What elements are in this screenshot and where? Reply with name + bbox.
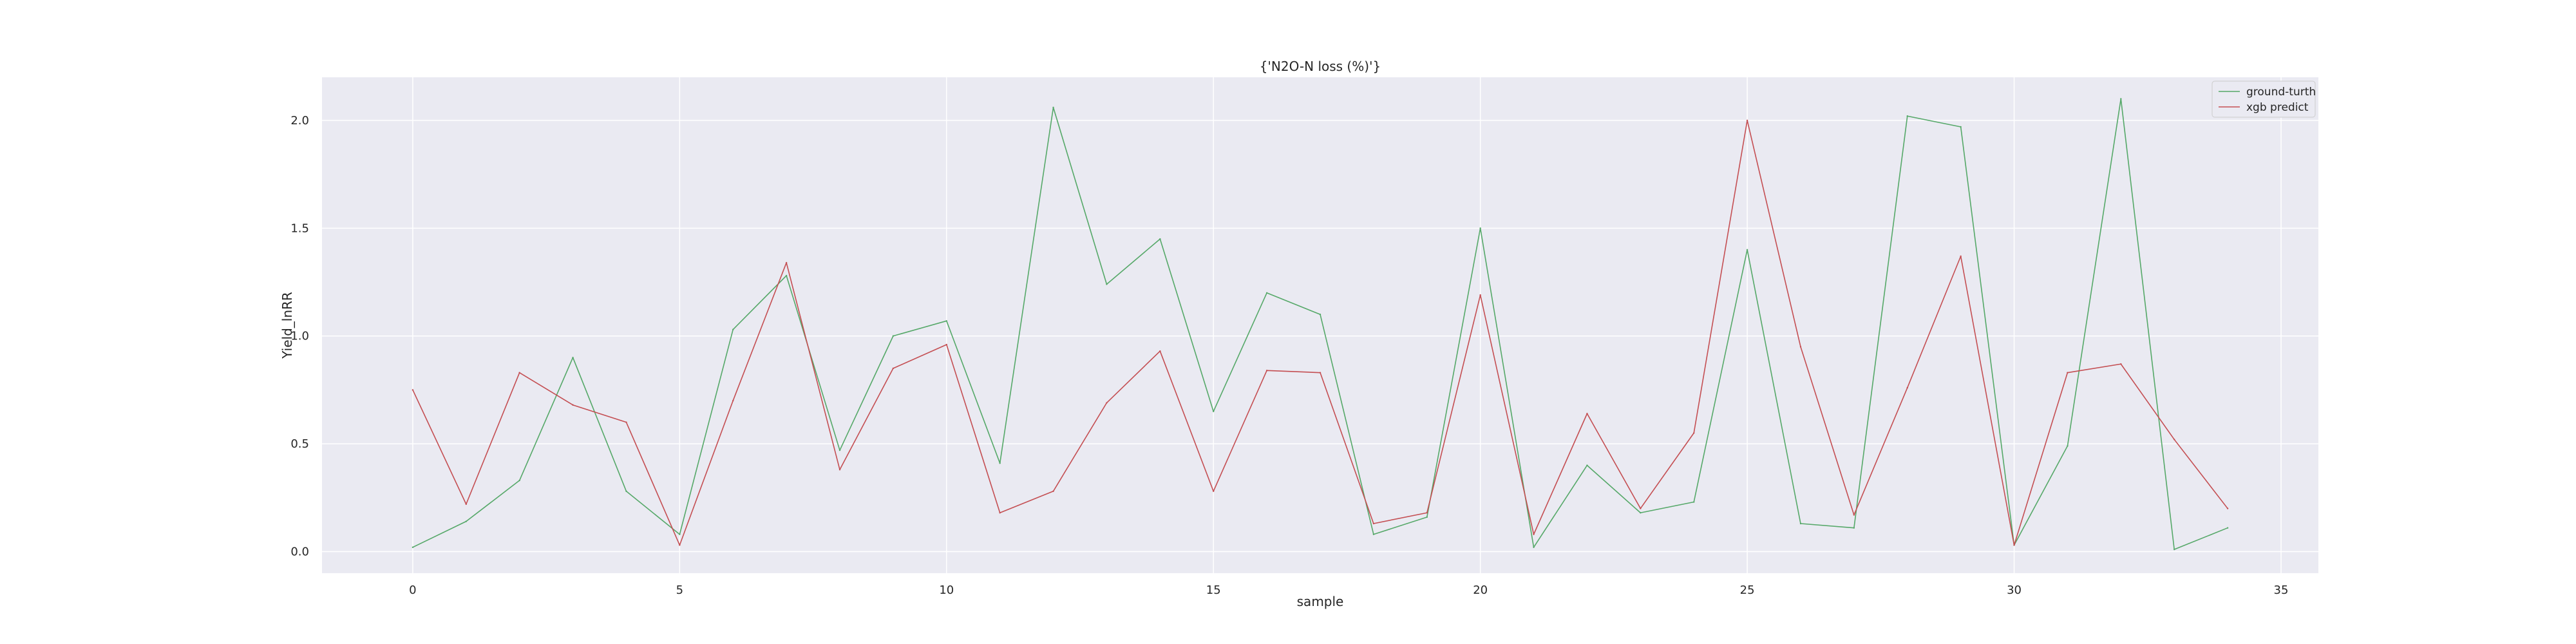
x-tick-label: 15	[1206, 583, 1221, 597]
data-point-ground-turth	[1960, 126, 1962, 128]
data-point-xgb-predict	[2067, 372, 2069, 374]
data-point-xgb-predict	[2013, 544, 2015, 546]
data-point-ground-turth	[732, 328, 734, 330]
y-tick-label: 2.0	[290, 114, 309, 128]
legend: ground-turth xgb predict	[2211, 80, 2316, 118]
y-tick-label: 0.5	[290, 437, 309, 451]
data-point-xgb-predict	[945, 343, 947, 346]
y-axis-label: Yield_lnRR	[279, 292, 295, 359]
data-point-ground-turth	[838, 449, 841, 451]
data-point-ground-turth	[2174, 548, 2175, 551]
data-point-ground-turth	[412, 546, 414, 549]
data-point-ground-turth	[1640, 512, 1642, 514]
data-point-xgb-predict	[1052, 490, 1054, 492]
legend-label-ground-turth: ground-turth	[2246, 86, 2316, 99]
data-point-xgb-predict	[838, 469, 841, 471]
x-tick-labels: 0 5 10 15 20 25 30 35	[409, 583, 2288, 597]
y-tick-label: 1.5	[290, 222, 309, 235]
data-point-ground-turth	[1586, 464, 1588, 466]
data-point-xgb-predict	[1265, 370, 1268, 372]
data-point-xgb-predict	[518, 372, 520, 374]
x-axis-label: sample	[1297, 594, 1344, 609]
data-point-ground-turth	[1426, 516, 1428, 518]
legend-label-xgb-predict: xgb predict	[2246, 101, 2309, 114]
data-point-ground-turth	[1319, 314, 1321, 316]
data-point-xgb-predict	[1586, 413, 1588, 415]
data-point-xgb-predict	[465, 503, 467, 506]
data-point-ground-turth	[1693, 501, 1695, 503]
data-point-ground-turth	[465, 520, 467, 522]
data-point-ground-turth	[1106, 283, 1108, 285]
x-tick-label: 10	[939, 583, 954, 597]
data-point-xgb-predict	[892, 367, 895, 370]
data-point-ground-turth	[679, 533, 681, 535]
data-point-xgb-predict	[412, 389, 414, 391]
data-point-ground-turth	[892, 335, 895, 337]
data-point-ground-turth	[1052, 106, 1054, 109]
data-point-xgb-predict	[1960, 255, 1962, 258]
data-point-xgb-predict	[1799, 346, 1802, 348]
series-lines	[412, 98, 2229, 551]
data-point-xgb-predict	[1693, 432, 1695, 434]
data-point-ground-turth	[945, 320, 947, 322]
data-point-xgb-predict	[1906, 386, 1908, 389]
data-point-ground-turth	[1159, 238, 1161, 240]
data-point-xgb-predict	[785, 261, 788, 264]
data-point-xgb-predict	[999, 512, 1001, 514]
x-tick-label: 0	[409, 583, 416, 597]
y-tick-label: 0.0	[290, 545, 309, 559]
data-point-xgb-predict	[2226, 507, 2229, 509]
x-tick-label: 35	[2274, 583, 2289, 597]
data-point-xgb-predict	[1106, 402, 1108, 404]
data-point-xgb-predict	[2174, 439, 2175, 440]
data-point-ground-turth	[1533, 546, 1535, 549]
data-point-ground-turth	[2226, 527, 2229, 529]
data-point-xgb-predict	[1640, 507, 1642, 509]
data-point-ground-turth	[1853, 527, 1855, 529]
data-point-ground-turth	[1265, 292, 1268, 294]
data-point-ground-turth	[1799, 522, 1802, 525]
data-point-xgb-predict	[732, 399, 734, 402]
data-point-xgb-predict	[572, 404, 574, 406]
x-tick-label: 25	[1740, 583, 1755, 597]
data-point-xgb-predict	[1533, 533, 1535, 535]
x-tick-label: 5	[676, 583, 683, 597]
x-tick-label: 30	[2007, 583, 2022, 597]
data-point-ground-turth	[1746, 249, 1748, 251]
legend-box	[2211, 80, 2316, 118]
grid	[322, 77, 2318, 573]
data-point-xgb-predict	[1213, 490, 1215, 492]
data-point-xgb-predict	[1479, 294, 1481, 296]
plot-background	[322, 77, 2318, 573]
x-tick-label: 20	[1473, 583, 1488, 597]
data-point-xgb-predict	[1853, 514, 1855, 516]
data-point-xgb-predict	[1372, 522, 1375, 525]
data-point-xgb-predict	[679, 544, 681, 546]
y-tick-labels: 0.0 0.5 1.0 1.5 2.0	[290, 114, 309, 559]
data-point-ground-turth	[1906, 115, 1908, 117]
data-point-ground-turth	[1372, 533, 1375, 535]
data-point-ground-turth	[1213, 410, 1215, 413]
data-point-ground-turth	[785, 274, 788, 277]
data-point-xgb-predict	[1319, 372, 1321, 374]
data-point-ground-turth	[572, 357, 574, 359]
data-point-xgb-predict	[1746, 119, 1748, 122]
data-point-xgb-predict	[1426, 512, 1428, 514]
data-point-ground-turth	[1479, 227, 1481, 229]
chart-title: {'N2O-N loss (%)'}	[1260, 59, 1381, 74]
data-point-ground-turth	[2067, 445, 2069, 447]
data-point-xgb-predict	[2120, 363, 2122, 365]
data-point-ground-turth	[999, 462, 1001, 464]
data-point-xgb-predict	[1159, 350, 1161, 352]
data-point-ground-turth	[518, 479, 520, 482]
y-tick-label: 1.0	[290, 330, 309, 343]
data-point-ground-turth	[2120, 98, 2122, 100]
data-point-xgb-predict	[625, 421, 627, 423]
data-point-ground-turth	[625, 490, 627, 492]
